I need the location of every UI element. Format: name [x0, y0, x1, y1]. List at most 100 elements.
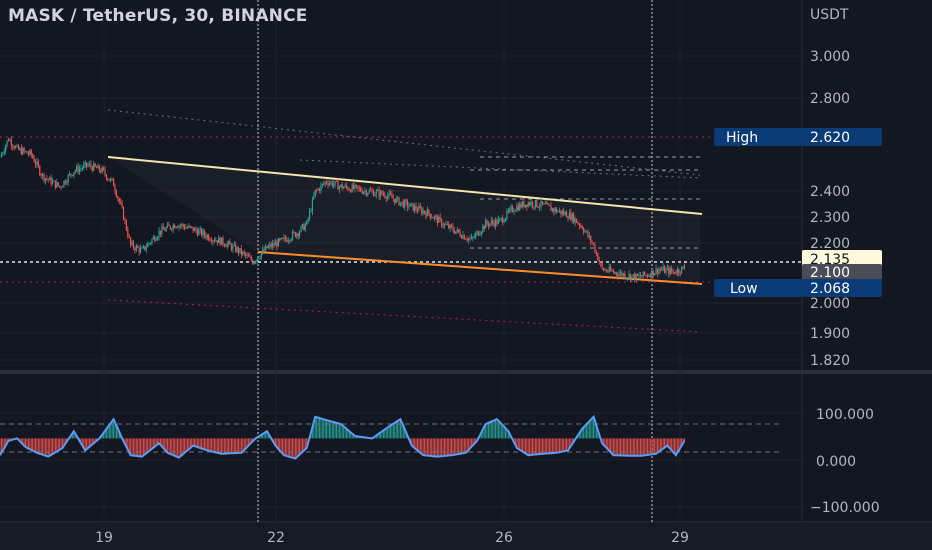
candle-body [493, 222, 495, 227]
candle-body [391, 194, 393, 198]
candle-body [601, 263, 603, 269]
price-candles [0, 136, 686, 283]
candle-body [280, 237, 282, 240]
candle-body [132, 242, 135, 248]
candle-body [219, 237, 221, 245]
candle-body [641, 276, 643, 278]
candle-body [422, 210, 424, 214]
candle-body [84, 162, 86, 165]
candle-body [662, 266, 664, 270]
candle-body [81, 168, 83, 170]
candle-body [503, 221, 505, 223]
candle-body [614, 272, 616, 274]
candle-body [215, 240, 217, 242]
candle-body [39, 166, 41, 175]
candle-body [175, 226, 177, 228]
candle-body [631, 275, 633, 280]
candle-body [565, 212, 568, 218]
candle-body [276, 242, 278, 247]
candle-body [93, 163, 95, 171]
candle-body [165, 227, 167, 231]
candle-body [578, 223, 580, 226]
candle-body [360, 188, 362, 192]
candle-body [575, 218, 578, 223]
candle-body [458, 229, 460, 233]
candle-body [247, 255, 250, 257]
candle-body [406, 201, 409, 208]
candle-body [43, 174, 45, 181]
candle-body [108, 179, 110, 181]
candle-body [36, 161, 38, 165]
candle-body [176, 226, 179, 228]
candle-body [15, 146, 17, 149]
candle-body [161, 226, 163, 234]
candle-body [260, 253, 262, 258]
candle-body [499, 218, 501, 220]
candle-body [159, 230, 162, 234]
candle-body [671, 268, 673, 272]
candle-body [421, 208, 423, 214]
candle-body [571, 213, 573, 220]
candle-body [435, 216, 437, 218]
candle-body [475, 233, 477, 238]
candle-body [252, 260, 254, 265]
candle-body [246, 255, 248, 257]
candle-body [331, 181, 333, 187]
candle-body [350, 189, 352, 193]
candle-body [148, 243, 150, 245]
candle-body [10, 139, 12, 146]
candle-body [256, 258, 258, 262]
candle-body [88, 163, 91, 165]
candle-body [269, 244, 271, 247]
candle-body [663, 266, 666, 273]
time-tick: 26 [495, 530, 513, 546]
candle-body [308, 211, 311, 219]
candle-body [591, 241, 593, 244]
candle-body [682, 266, 684, 268]
candle-body [228, 241, 230, 244]
candle-body [141, 247, 143, 249]
candle-body [142, 246, 145, 248]
candle-body [389, 192, 392, 195]
oscillator-axis: 100.000 0.000 −100.000 [810, 407, 880, 516]
candle-body [551, 208, 553, 211]
candle-body [534, 200, 536, 208]
candle-body [544, 203, 546, 205]
candle-body [2, 153, 4, 155]
candle-body [568, 212, 571, 219]
candle-body [330, 181, 332, 184]
candle-body [206, 235, 208, 238]
candle-body [592, 243, 595, 245]
candle-body [496, 219, 498, 224]
candle-body [181, 224, 183, 226]
candle-body [594, 244, 596, 253]
candle-body [178, 225, 180, 228]
candle-body [375, 190, 377, 195]
candle-body [388, 192, 390, 196]
candle-body [414, 205, 416, 211]
candle-body [608, 267, 610, 272]
candle-body [338, 186, 340, 190]
candle-body [590, 235, 592, 242]
candle-body [262, 249, 264, 254]
price-tick: 2.300 [810, 210, 850, 226]
candle-body [24, 151, 27, 153]
candle-body [438, 216, 440, 223]
candle-body [124, 219, 126, 221]
candle-body [158, 230, 160, 237]
candle-body [236, 247, 238, 252]
candle-body [56, 182, 58, 188]
candle-body [127, 229, 129, 237]
candle-body [617, 274, 619, 277]
candle-body [47, 179, 49, 181]
candle-body [497, 219, 500, 224]
candle-body [494, 219, 497, 227]
candle-body [341, 184, 343, 189]
candle-body [469, 238, 471, 240]
candle-body [345, 185, 348, 188]
candle-body [374, 194, 376, 197]
candle-body [184, 226, 186, 229]
candle-body [460, 236, 463, 239]
candle-body [57, 182, 59, 186]
